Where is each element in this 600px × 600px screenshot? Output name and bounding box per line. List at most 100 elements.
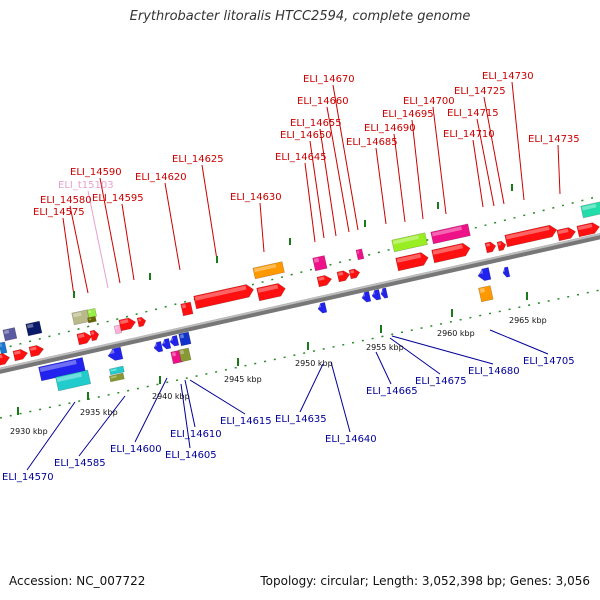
gene-feature-shape <box>312 255 328 272</box>
gene-feature <box>316 275 333 288</box>
gene-label-forward: ELI_14700 <box>403 96 455 107</box>
gene-feature-shape <box>556 227 577 242</box>
leader-line <box>483 96 505 205</box>
gene-feature <box>317 302 328 314</box>
gene-feature-shape <box>169 335 180 347</box>
gene-feature-shape <box>107 346 124 361</box>
gene-feature-shape <box>153 341 164 353</box>
gene-feature-shape <box>28 345 45 358</box>
gene-feature <box>178 331 192 347</box>
gene-feature-shape <box>108 372 125 383</box>
gene-feature-shape <box>87 315 97 324</box>
gene-label-reverse: ELI_14570 <box>2 472 54 483</box>
leader-line <box>476 118 495 207</box>
leader-line <box>201 164 218 261</box>
gene-label-forward: ELI_14660 <box>297 96 349 107</box>
gene-label-reverse: ELI_14640 <box>325 434 377 445</box>
gene-feature-gloss <box>392 235 420 245</box>
leader-line <box>511 81 525 201</box>
gene-feature <box>580 201 600 219</box>
gene-feature-shape <box>576 222 600 238</box>
gene-feature-shape <box>348 268 361 280</box>
gene-feature <box>361 291 372 303</box>
gene-feature <box>504 224 558 248</box>
gene-feature-shape <box>502 266 511 278</box>
gene-feature-gloss <box>162 340 166 344</box>
gene-feature <box>113 324 123 335</box>
gene-feature-shape <box>256 283 286 302</box>
leader-line <box>375 147 387 225</box>
gene-feature-gloss <box>181 304 187 309</box>
gene-feature <box>118 317 137 332</box>
gene-feature-shape <box>180 301 194 317</box>
gene-feature-shape <box>161 338 172 350</box>
gene-feature <box>502 266 511 278</box>
lower-scale-line <box>0 289 600 419</box>
gene-feature-gloss <box>503 268 506 272</box>
gene-feature-gloss <box>479 287 486 294</box>
gene-feature-shape <box>391 232 428 253</box>
gene-label-forward: ELI_14575 <box>33 207 85 218</box>
gene-feature <box>108 372 125 383</box>
gene-feature <box>348 268 361 280</box>
gene-feature <box>161 338 172 350</box>
gene-label-reverse: ELI_14680 <box>468 366 520 377</box>
gene-label-reverse: ELI_14585 <box>54 458 106 469</box>
leader-line <box>259 202 265 253</box>
gene-feature-gloss <box>171 352 177 357</box>
scale-tick-label: 2945 kbp <box>224 375 262 384</box>
gene-feature-gloss <box>154 343 158 347</box>
leader-line <box>489 329 549 355</box>
gene-label-forward: ELI_t15103 <box>58 180 114 191</box>
leader-line <box>557 144 561 195</box>
gene-feature-gloss <box>431 226 462 237</box>
gene-feature <box>169 335 180 347</box>
gene-feature-gloss <box>78 333 85 339</box>
gene-feature-shape <box>86 308 98 319</box>
leader-line <box>189 379 246 415</box>
leader-line <box>62 217 75 297</box>
gene-label-forward: ELI_14715 <box>447 108 499 119</box>
gene-label-forward: ELI_14670 <box>303 74 355 85</box>
gene-label-forward: ELI_14655 <box>290 118 342 129</box>
gene-feature-shape <box>2 327 18 342</box>
gene-feature-shape <box>0 341 8 355</box>
gene-feature-shape <box>380 287 389 299</box>
leader-line <box>134 377 168 443</box>
gene-feature-shape <box>113 324 123 335</box>
gene-label-forward: ELI_14690 <box>364 123 416 134</box>
leader-line <box>391 335 494 365</box>
gene-feature-shape <box>178 331 192 347</box>
gene-feature-gloss <box>578 223 593 231</box>
gene-feature-gloss <box>0 354 3 360</box>
gene-feature-gloss <box>14 350 21 355</box>
gene-feature-gloss <box>558 228 569 235</box>
gene-feature-gloss <box>0 343 2 348</box>
upper-scale-line <box>0 195 600 350</box>
leader-line <box>326 106 350 233</box>
gene-label-reverse: ELI_14635 <box>275 414 327 425</box>
gene-feature-shape <box>316 275 333 288</box>
gene-feature <box>371 289 382 301</box>
leader-line <box>184 379 196 428</box>
gene-feature-gloss <box>170 337 174 341</box>
leader-line <box>375 351 392 385</box>
gene-feature-shape <box>580 201 600 219</box>
gene-feature-gloss <box>110 368 117 372</box>
gene-feature <box>2 327 18 342</box>
gene-feature-shape <box>431 242 471 264</box>
gene-label-forward: ELI_14645 <box>275 152 327 163</box>
leader-line <box>299 363 324 413</box>
gene-feature <box>478 285 494 303</box>
gene-feature <box>430 223 471 245</box>
leader-line <box>330 361 351 433</box>
genome-backbone <box>0 233 600 374</box>
gene-feature <box>87 315 97 324</box>
gene-feature <box>12 349 29 362</box>
gene-label-forward: ELI_14650 <box>280 130 332 141</box>
gene-label-reverse: ELI_14705 <box>523 356 575 367</box>
gene-feature-shape <box>0 353 11 367</box>
gene-feature <box>256 283 286 302</box>
gene-feature-gloss <box>318 276 325 281</box>
